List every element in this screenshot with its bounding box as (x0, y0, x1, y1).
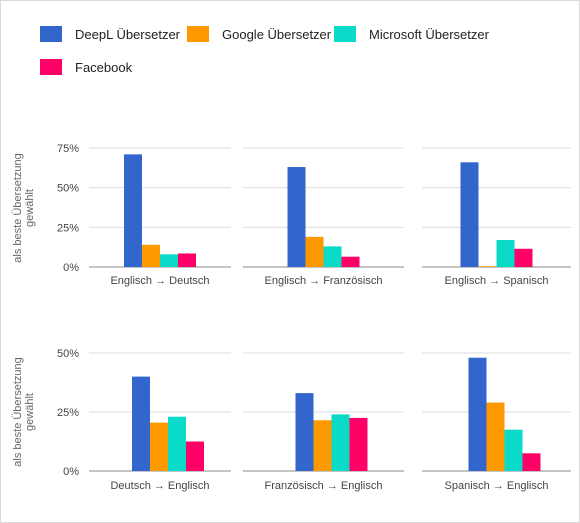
panel-label: Englisch → Deutsch (110, 275, 209, 287)
bar-deepl (124, 154, 142, 267)
y-tick-label: 0% (63, 466, 79, 478)
bar-facebook (341, 256, 360, 267)
bar-deepl (460, 162, 479, 267)
bar-deepl (287, 167, 306, 267)
bar-microsoft (168, 416, 186, 471)
y-tick-label: 0% (63, 262, 79, 274)
bar-microsoft (160, 254, 178, 267)
y-tick-label: 25% (57, 407, 79, 419)
legend-item-deepl: DeepL Übersetzer (40, 24, 180, 44)
bar-facebook (349, 417, 368, 471)
bar-microsoft (331, 414, 350, 471)
bar-deepl (468, 357, 487, 471)
bar-deepl (132, 376, 150, 471)
panel-label: Englisch → Spanisch (445, 275, 549, 287)
legend-swatch-google (187, 26, 209, 42)
legend-swatch-deepl (40, 26, 62, 42)
legend-label-google: Google Übersetzer (222, 26, 332, 42)
bar-deepl (295, 393, 314, 471)
legend-item-facebook: Facebook (40, 57, 132, 77)
y-axis-title-row-1: als beste Übersetzung (12, 153, 24, 262)
y-tick-label: 50% (57, 348, 79, 360)
panel-label: Englisch → Französisch (265, 275, 383, 287)
bar-facebook (186, 441, 204, 471)
y-axis-title-row-2-line-2: gewählt (24, 393, 36, 431)
bar-google (305, 236, 324, 267)
panel-label: Deutsch → Englisch (110, 480, 209, 492)
bar-google (142, 244, 160, 267)
bar-microsoft (496, 240, 515, 267)
legend: DeepL Übersetzer Google Übersetzer Micro… (1, 1, 579, 91)
y-axis-title-row-1-line-2: gewählt (24, 189, 36, 227)
legend-label-microsoft: Microsoft Übersetzer (369, 26, 489, 42)
bar-facebook (178, 253, 196, 267)
bar-google (313, 420, 332, 471)
panel-label: Französisch → Englisch (265, 480, 383, 492)
legend-item-microsoft: Microsoft Übersetzer (334, 24, 489, 44)
y-tick-label: 75% (57, 143, 79, 155)
bar-google (478, 266, 497, 267)
panel-label: Spanisch → Englisch (445, 480, 549, 492)
y-tick-label: 25% (57, 222, 79, 234)
legend-swatch-microsoft (334, 26, 356, 42)
bar-google (150, 422, 168, 471)
bar-microsoft (504, 429, 523, 471)
bar-facebook (514, 248, 533, 267)
y-axis-title-row-2: als beste Übersetzung (12, 357, 24, 466)
y-tick-label: 50% (57, 183, 79, 195)
bar-microsoft (323, 246, 342, 267)
bar-facebook (522, 453, 541, 471)
legend-label-deepl: DeepL Übersetzer (75, 26, 181, 42)
legend-label-facebook: Facebook (75, 59, 133, 75)
legend-swatch-facebook (40, 59, 62, 75)
bar-google (486, 402, 505, 471)
legend-item-google: Google Übersetzer (187, 24, 331, 44)
